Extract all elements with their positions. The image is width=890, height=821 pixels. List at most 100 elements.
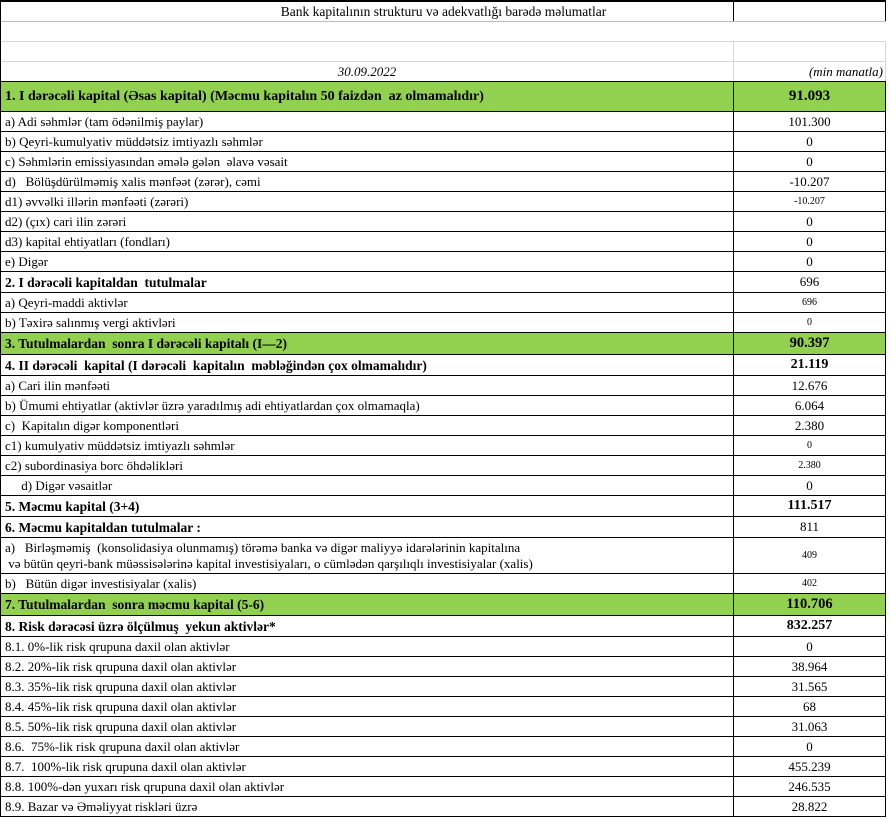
date-row: 30.09.2022 (min manatla) — [1, 62, 886, 82]
table-row: d) Digər vəsaitlər 0 — [1, 476, 886, 496]
table-body: 1. I dərəcəli kapital (Əsas kapital) (Mə… — [1, 82, 886, 817]
row-label: 2. I dərəcəli kapitaldan tutulmalar — [1, 272, 734, 292]
row-label: e) Digər — [1, 252, 734, 271]
row-value: 0 — [734, 637, 886, 656]
table-row: 5. Məcmu kapital (3+4) 111.517 — [1, 496, 886, 517]
row-value: 402 — [734, 574, 886, 593]
row-value: 28.822 — [734, 797, 886, 816]
row-label: 8.6. 75%-lik risk qrupuna daxil olan akt… — [1, 737, 734, 756]
table-row: 8.9. Bazar və Əməliyyat riskləri üzrə 28.… — [1, 797, 886, 817]
row-value: 31.063 — [734, 717, 886, 736]
row-label: a) Qeyri-maddi aktivlər — [1, 293, 734, 312]
row-label: b) Təxirə salınmış vergi aktivləri — [1, 313, 734, 332]
row-value: 0 — [734, 232, 886, 251]
row-label: 5. Məcmu kapital (3+4) — [1, 496, 734, 516]
row-value: 91.093 — [734, 82, 886, 111]
row-label: 8.7. 100%-lik risk qrupuna daxil olan ak… — [1, 757, 734, 776]
row-label: a) Birləşməmiş (konsolidasiya olunmamış)… — [1, 538, 734, 573]
row-label: 8.2. 20%-lik risk qrupuna daxil olan akt… — [1, 657, 734, 676]
table-row: d2) (çıx) cari ilin zərəri 0 — [1, 212, 886, 232]
row-value: 409 — [734, 538, 886, 573]
row-label: c2) subordinasiya borc öhdəlikləri — [1, 456, 734, 475]
table-row: 8.3. 35%-lik risk qrupuna daxil olan akt… — [1, 677, 886, 697]
row-value: 696 — [734, 293, 886, 312]
row-value: 455.239 — [734, 757, 886, 776]
row-value: 0 — [734, 313, 886, 332]
row-label: 8. Risk dərəcəsi üzrə ölçülmuş yekun akt… — [1, 616, 734, 636]
row-value: 832.257 — [734, 616, 886, 636]
row-value: 811 — [734, 517, 886, 537]
row-value: 101.300 — [734, 112, 886, 131]
table-row: e) Digər 0 — [1, 252, 886, 272]
table-row: 8.5. 50%-lik risk qrupuna daxil olan akt… — [1, 717, 886, 737]
row-label: c) Səhmlərin emissiyasından əmələ gələn … — [1, 152, 734, 171]
row-value: 0 — [734, 436, 886, 455]
row-value: 6.064 — [734, 396, 886, 415]
title-left-cell — [1, 2, 734, 21]
row-label: 3. Tutulmalardan sonra I dərəcəli kapita… — [1, 333, 734, 354]
row-value: 696 — [734, 272, 886, 292]
table-row: 8.8. 100%-dən yuxarı risk qrupuna daxil … — [1, 777, 886, 797]
row-label: c) Kapitalın digər komponentləri — [1, 416, 734, 435]
table-row: b) Ümumi ehtiyatlar (aktivlər üzrə yarad… — [1, 396, 886, 416]
table-row: 2. I dərəcəli kapitaldan tutulmalar 696 — [1, 272, 886, 293]
row-label: d) Bölüşdürülməmiş xalis mənfəət (zərər)… — [1, 172, 734, 191]
row-value: -10.207 — [734, 192, 886, 211]
table-row: 1. I dərəcəli kapital (Əsas kapital) (Mə… — [1, 82, 886, 112]
table-row: a) Cari ilin mənfəəti 12.676 — [1, 376, 886, 396]
row-value: 68 — [734, 697, 886, 716]
row-label: b) Qeyri-kumulyativ müddətsiz imtiyazlı … — [1, 132, 734, 151]
unit-label: (min manatla) — [734, 62, 886, 81]
row-value: 110.706 — [734, 594, 886, 615]
row-value: 2.380 — [734, 416, 886, 435]
table-row: b) Qeyri-kumulyativ müddətsiz imtiyazlı … — [1, 132, 886, 152]
row-value: 38.964 — [734, 657, 886, 676]
row-value: 21.119 — [734, 355, 886, 375]
table-row: 8.4. 45%-lik risk qrupuna daxil olan akt… — [1, 697, 886, 717]
empty-row — [1, 22, 886, 42]
table-row: c1) kumulyativ müddətsiz imtiyazlı səhml… — [1, 436, 886, 456]
row-label: b) Ümumi ehtiyatlar (aktivlər üzrə yarad… — [1, 396, 734, 415]
table-row: 8.1. 0%-lik risk qrupuna daxil olan akti… — [1, 637, 886, 657]
title-right-cell — [734, 2, 886, 21]
row-label: d2) (çıx) cari ilin zərəri — [1, 212, 734, 231]
row-label: 1. I dərəcəli kapital (Əsas kapital) (Mə… — [1, 82, 734, 111]
row-label: 7. Tutulmalardan sonra məcmu kapital (5-… — [1, 594, 734, 615]
report-date: 30.09.2022 — [1, 62, 734, 81]
row-label: a) Adi səhmlər (tam ödənilmiş paylar) — [1, 112, 734, 131]
title-row: Bank kapitalının strukturu və adekvatlığ… — [1, 0, 886, 22]
row-value: 0 — [734, 152, 886, 171]
row-label: 4. II dərəcəli kapital (I dərəcəli kapit… — [1, 355, 734, 375]
row-value: 90.397 — [734, 333, 886, 354]
row-value: 0 — [734, 737, 886, 756]
row-label: a) Cari ilin mənfəəti — [1, 376, 734, 395]
empty-row — [1, 42, 886, 62]
row-value: 12.676 — [734, 376, 886, 395]
page-title: Bank kapitalının strukturu və adekvatlığ… — [280, 4, 607, 19]
row-value: 246.535 — [734, 777, 886, 796]
row-value: 0 — [734, 212, 886, 231]
table-row: c2) subordinasiya borc öhdəlikləri 2.380 — [1, 456, 886, 476]
row-value: -10.207 — [734, 172, 886, 191]
table-row: 8.2. 20%-lik risk qrupuna daxil olan akt… — [1, 657, 886, 677]
row-label: b) Bütün digər investisiyalar (xalis) — [1, 574, 734, 593]
row-value: 111.517 — [734, 496, 886, 516]
table-row: c) Kapitalın digər komponentləri 2.380 — [1, 416, 886, 436]
table-row: b) Təxirə salınmış vergi aktivləri 0 — [1, 313, 886, 333]
table-row: 8.7. 100%-lik risk qrupuna daxil olan ak… — [1, 757, 886, 777]
row-value: 2.380 — [734, 456, 886, 475]
row-label: 8.1. 0%-lik risk qrupuna daxil olan akti… — [1, 637, 734, 656]
table-row: 8. Risk dərəcəsi üzrə ölçülmuş yekun akt… — [1, 616, 886, 637]
row-value: 0 — [734, 476, 886, 495]
row-label: d1) əvvəlki illərin mənfəəti (zərəri) — [1, 192, 734, 211]
table-row: 3. Tutulmalardan sonra I dərəcəli kapita… — [1, 333, 886, 355]
table-row: 7. Tutulmalardan sonra məcmu kapital (5-… — [1, 594, 886, 616]
row-label: 8.5. 50%-lik risk qrupuna daxil olan akt… — [1, 717, 734, 736]
table-row: b) Bütün digər investisiyalar (xalis) 402 — [1, 574, 886, 594]
table-row: a) Adi səhmlər (tam ödənilmiş paylar) 101… — [1, 112, 886, 132]
row-label: 8.3. 35%-lik risk qrupuna daxil olan akt… — [1, 677, 734, 696]
row-label: 8.8. 100%-dən yuxarı risk qrupuna daxil … — [1, 777, 734, 796]
row-label: 6. Məcmu kapitaldan tutulmalar : — [1, 517, 734, 537]
table-row: d) Bölüşdürülməmiş xalis mənfəət (zərər)… — [1, 172, 886, 192]
